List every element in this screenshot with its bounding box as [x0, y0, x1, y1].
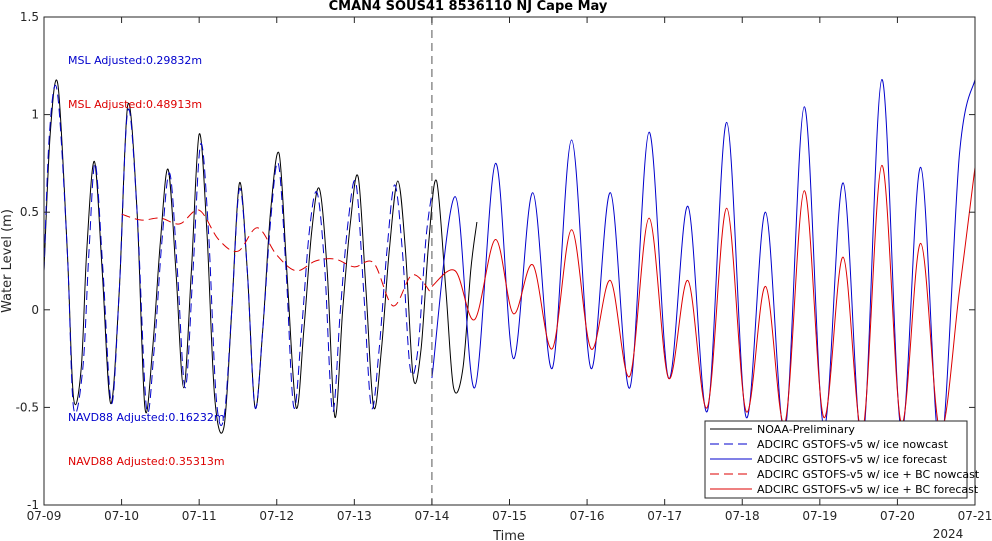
x-tick-label: 07-11	[182, 509, 217, 523]
x-tick-label: 07-20	[880, 509, 915, 523]
y-tick-label: 0.5	[20, 205, 39, 219]
x-tick-label: 07-19	[802, 509, 837, 523]
x-tick-label: 07-10	[104, 509, 139, 523]
x-tick-label: 07-14	[414, 509, 449, 523]
legend-label-ice-forecast: ADCIRC GSTOFS-v5 w/ ice forecast	[757, 453, 948, 466]
legend-label-bc-nowcast: ADCIRC GSTOFS-v5 w/ ice + BC nowcast	[757, 468, 980, 481]
x-tick-label: 07-21	[958, 509, 992, 523]
x-tick-label: 07-12	[259, 509, 294, 523]
legend: NOAA-Preliminary ADCIRC GSTOFS-v5 w/ ice…	[704, 420, 980, 499]
annotation-msl-blue: MSL Adjusted:0.29832m	[68, 54, 202, 67]
legend-label-ice-nowcast: ADCIRC GSTOFS-v5 w/ ice nowcast	[757, 438, 949, 451]
annotation-msl-red: MSL Adjusted:0.48913m	[68, 98, 202, 111]
y-tick-label: -0.5	[16, 400, 39, 414]
x-tick-label: 07-15	[492, 509, 527, 523]
chart-title: CMAN4 SOUS41 8536110 NJ Cape May	[329, 0, 608, 14]
x-year-label: 2024	[933, 527, 964, 541]
y-axis-title: Water Level (m)	[0, 209, 15, 313]
series-ice-forecast	[431, 78, 976, 451]
y-axis: -1 -0.5 0 0.5 1 1.5	[16, 10, 975, 512]
y-tick-label: 0	[31, 303, 39, 317]
x-tick-label: 07-13	[337, 509, 372, 523]
annotation-navd88-red: NAVD88 Adjusted:0.35313m	[68, 455, 225, 468]
x-axis-title: Time	[492, 529, 525, 541]
legend-label-bc-forecast: ADCIRC GSTOFS-v5 w/ ice + BC forecast	[757, 483, 979, 496]
x-tick-label: 07-16	[570, 509, 605, 523]
x-tick-label: 07-17	[647, 509, 682, 523]
series-ice-nowcast	[43, 84, 433, 427]
annotation-navd88-blue: NAVD88 Adjusted:0.16232m	[68, 411, 225, 424]
y-tick-label: 1.5	[20, 10, 39, 24]
x-axis: 07-09 07-10 07-11 07-12 07-13 07-14 07-15 07-16…	[27, 17, 992, 523]
y-tick-label: 1	[31, 108, 39, 122]
legend-label-noaa: NOAA-Preliminary	[757, 423, 855, 436]
y-tick-label: -1	[27, 498, 39, 512]
series-layer	[43, 78, 976, 451]
x-tick-label: 07-18	[725, 509, 760, 523]
x-tick-label: 07-09	[27, 509, 62, 523]
series-ice-bc-forecast	[431, 164, 976, 432]
